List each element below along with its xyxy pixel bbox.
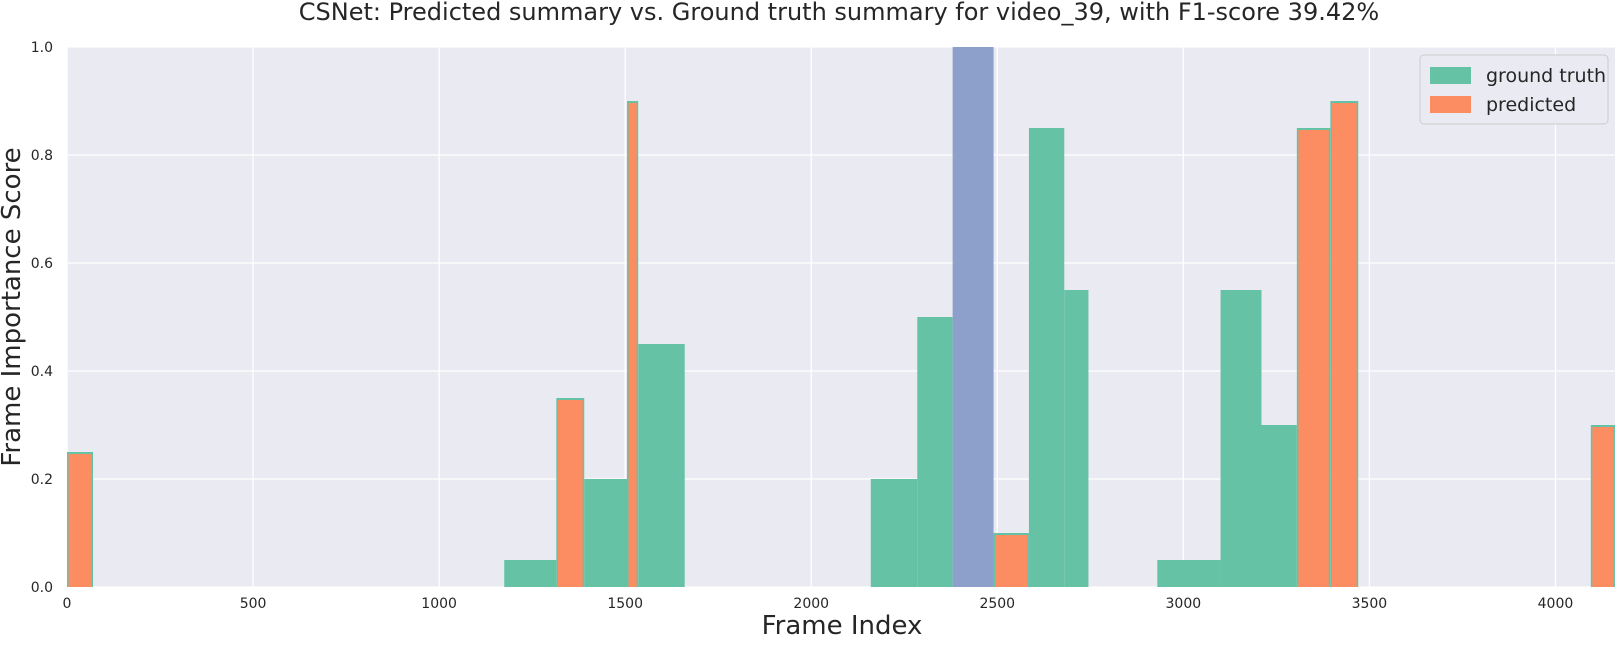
legend-swatch	[1430, 67, 1471, 84]
x-tick-label: 0	[63, 596, 72, 612]
y-tick-label: 0.8	[31, 148, 53, 164]
predicted-bar	[557, 400, 583, 587]
predicted-bar	[1298, 130, 1329, 587]
x-tick-label: 1500	[607, 596, 643, 612]
legend-label: predicted	[1486, 94, 1576, 116]
y-axis-label: Frame Importance Score	[0, 147, 27, 466]
y-tick-label: 1.0	[31, 40, 53, 56]
x-tick-label: 2000	[793, 596, 829, 612]
legend-swatch	[1430, 96, 1471, 113]
ground-truth-bar	[1261, 425, 1297, 587]
predicted-bar	[995, 535, 1028, 587]
ground-truth-bar	[1028, 128, 1065, 587]
legend-label: ground truth	[1486, 65, 1606, 87]
predicted-bar	[1592, 427, 1614, 587]
predicted-bar	[68, 454, 92, 587]
predicted-bar	[1331, 103, 1357, 587]
x-tick-label: 2500	[979, 596, 1015, 612]
ground-truth-bar	[1220, 290, 1262, 587]
ground-truth-bar	[1064, 290, 1089, 587]
predicted-bar	[628, 103, 637, 587]
x-axis-label: Frame Index	[762, 611, 923, 641]
y-tick-label: 0.4	[31, 364, 53, 380]
highlight-bar	[952, 47, 994, 587]
chart-title: CSNet: Predicted summary vs. Ground trut…	[299, 0, 1379, 26]
plot-background	[67, 47, 1615, 587]
ground-truth-bar	[504, 560, 557, 587]
ground-truth-bar	[638, 344, 685, 587]
x-tick-label: 4000	[1538, 596, 1574, 612]
ground-truth-bar	[584, 479, 628, 587]
legend: ground truth predicted	[1419, 54, 1609, 125]
x-tick-label: 500	[240, 596, 267, 612]
y-axis-ticks: 0.0 0.2 0.4 0.6 0.8 1.0	[31, 40, 53, 596]
plot-area	[66, 46, 1615, 588]
ground-truth-bar	[917, 317, 953, 587]
y-tick-label: 0.6	[31, 256, 53, 272]
ground-truth-bar	[1157, 560, 1221, 587]
ground-truth-bar	[870, 479, 918, 587]
y-tick-label: 0.0	[31, 580, 53, 596]
x-tick-label: 3000	[1166, 596, 1202, 612]
x-axis-ticks: 0 500 1000 1500 2000 2500 3000 3500 4000	[63, 596, 1574, 612]
y-tick-label: 0.2	[31, 472, 53, 488]
x-tick-label: 1000	[421, 596, 457, 612]
x-tick-label: 3500	[1352, 596, 1388, 612]
